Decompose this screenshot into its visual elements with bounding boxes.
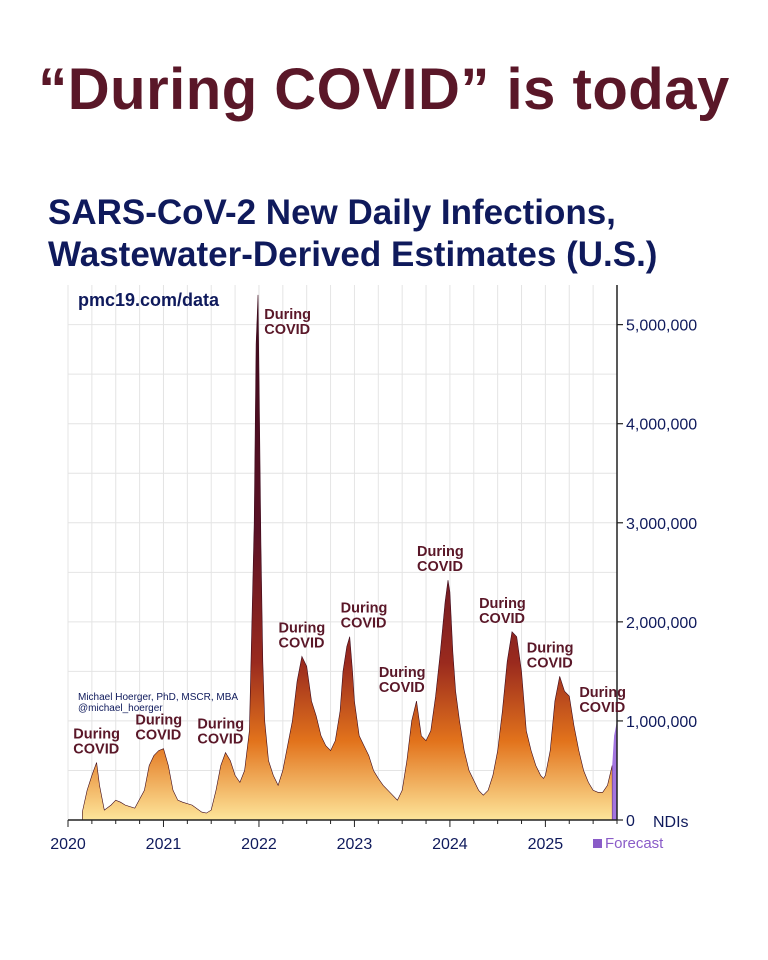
y-tick-label: 1,000,000 (626, 714, 697, 731)
annotation-label: During COVID (264, 307, 311, 338)
y-tick-label: 3,000,000 (626, 516, 697, 533)
annotation-label: During COVID (197, 717, 244, 748)
annotation-label: During COVID (279, 621, 326, 652)
chart-title-line-1: SARS-CoV-2 New Daily Infections, (48, 193, 616, 232)
x-tick-label: 2023 (337, 836, 373, 853)
source-label: pmc19.com/data (78, 290, 220, 310)
x-tick-label: 2022 (241, 836, 277, 853)
y-tick-label: 5,000,000 (626, 318, 697, 335)
chart-title-line-2: Wastewater-Derived Estimates (U.S.) (48, 235, 658, 274)
series-area (81, 294, 617, 821)
credit-handle: @michael_hoerger (78, 703, 163, 714)
legend-label: Forecast (605, 835, 664, 852)
annotation-label: During COVID (527, 640, 574, 671)
annotation-label: During COVID (379, 665, 426, 696)
annotation-label: During COVID (417, 544, 464, 575)
x-tick-label: 2021 (146, 836, 182, 853)
credit-name: Michael Hoerger, PhD, MSCR, MBA (78, 692, 238, 703)
forecast-area-path (612, 720, 617, 820)
x-tick-label: 2024 (432, 836, 468, 853)
legend: Forecast (593, 835, 664, 852)
axes: 0 1,000,000 2,000,000 3,000,000 4,000,000 5,0… (50, 285, 697, 853)
series-area-path (81, 294, 613, 821)
headline: “During COVID” is today (38, 57, 730, 122)
annotation-label: During COVID (73, 727, 120, 758)
annotation-label: During COVID (341, 601, 388, 632)
annotation-label: During COVID (135, 713, 182, 744)
x-tick-label: 2025 (528, 836, 564, 853)
y-unit-label: NDIs (653, 814, 689, 831)
y-tick-label: 4,000,000 (626, 417, 697, 434)
y-tick-label: 0 (626, 813, 635, 830)
y-tick-label: 2,000,000 (626, 615, 697, 632)
x-tick-label: 2020 (50, 836, 86, 853)
annotation-label: During COVID (579, 685, 626, 716)
annotation-label: During COVID (479, 596, 526, 627)
legend-swatch (593, 839, 602, 848)
chart-title: SARS-CoV-2 New Daily Infections, Wastewa… (48, 192, 657, 276)
